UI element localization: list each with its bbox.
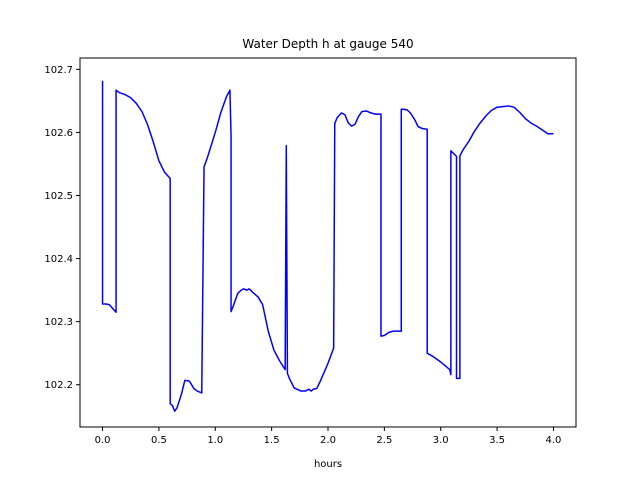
x-tick-label: 4.0 <box>546 435 562 446</box>
y-tick-label: 102.5 <box>44 191 73 202</box>
y-tick-label: 102.2 <box>44 380 73 391</box>
chart-title: Water Depth h at gauge 540 <box>242 37 413 51</box>
y-tick-label: 102.4 <box>44 254 73 265</box>
x-axis: 0.0 0.5 1.0 1.5 2.0 2.5 3.0 3.5 4.0 <box>95 427 562 446</box>
y-tick-label: 102.3 <box>44 317 73 328</box>
x-tick-label: 2.0 <box>320 435 336 446</box>
x-tick-label: 3.5 <box>489 435 505 446</box>
x-tick-label: 0.0 <box>95 435 111 446</box>
y-tick-label: 102.7 <box>44 65 73 76</box>
x-tick-label: 1.0 <box>207 435 223 446</box>
x-axis-label: hours <box>314 459 342 470</box>
y-tick-label: 102.6 <box>44 128 73 139</box>
x-tick-label: 3.0 <box>433 435 449 446</box>
series-line <box>101 80 554 412</box>
x-tick-label: 2.5 <box>376 435 392 446</box>
x-tick-label: 1.5 <box>264 435 280 446</box>
y-axis: 102.2 102.3 102.4 102.5 102.6 102.7 <box>44 65 80 391</box>
x-tick-label: 0.5 <box>151 435 167 446</box>
